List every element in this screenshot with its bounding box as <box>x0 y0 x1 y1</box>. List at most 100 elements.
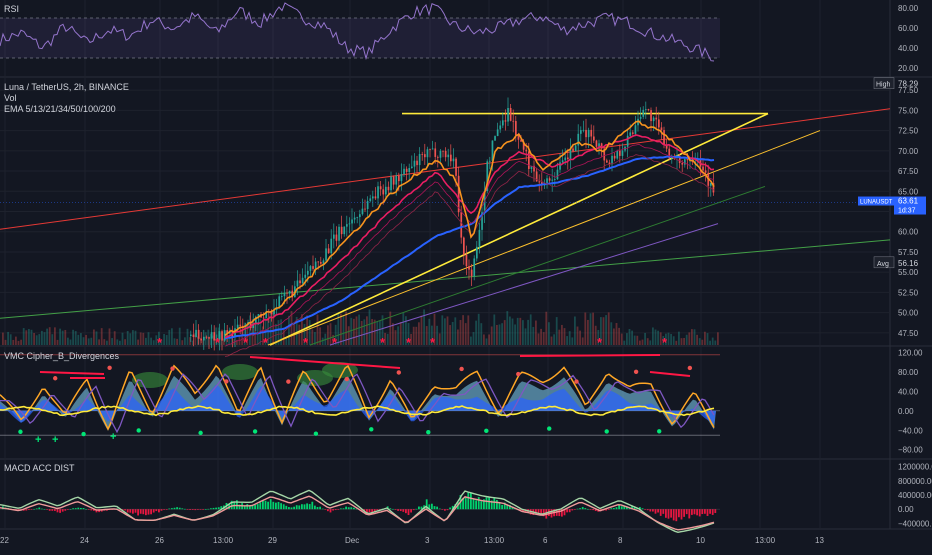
price-tick: 52.50 <box>898 288 919 297</box>
volume-bar <box>652 327 654 345</box>
macd-hist-bar <box>490 500 493 510</box>
price-tick: 70.00 <box>898 147 919 156</box>
signal-star: * <box>597 335 603 350</box>
volume-bar <box>69 339 72 345</box>
macd-hist-bar <box>691 509 693 515</box>
macd-hist-bar <box>418 506 420 510</box>
volume-bar <box>568 331 571 345</box>
volume-bar <box>522 320 524 345</box>
buy-signal: + <box>110 431 116 443</box>
divergence-line <box>39 371 105 375</box>
macd-hist-bar <box>618 504 620 510</box>
cross-dot <box>657 429 662 434</box>
macd-hist-bar <box>280 503 282 510</box>
candle-body <box>668 148 671 159</box>
rsi-tick: 60.00 <box>898 24 919 33</box>
volume-bar <box>22 328 25 345</box>
volume-bar <box>589 313 592 345</box>
volume-bar <box>366 316 368 345</box>
signal-star: * <box>215 335 221 350</box>
candle-body <box>465 254 468 267</box>
volume-bar <box>415 326 418 345</box>
volume-bar <box>605 315 607 345</box>
volume-bar <box>678 331 680 345</box>
volume-bar <box>706 333 709 345</box>
volume-bar <box>59 328 61 345</box>
symbol-title[interactable]: Luna / TetherUS, 2h, BINANCE <box>4 82 129 92</box>
candle-body <box>665 144 668 149</box>
vmc-tick: −40.00 <box>898 426 923 435</box>
price-tick: 65.00 <box>898 187 919 196</box>
macd-hist-bar <box>412 509 415 511</box>
rsi-label[interactable]: RSI <box>4 4 20 14</box>
candle-body <box>424 154 426 158</box>
macd-hist-bar <box>706 509 709 516</box>
vmc-label[interactable]: VMC Cipher_B_Divergences <box>4 351 120 361</box>
vmc-tick: −80.00 <box>898 446 923 455</box>
volume-bar <box>350 317 353 345</box>
macd-hist-bar <box>176 507 178 510</box>
volume-bar <box>711 337 714 345</box>
macd-hist-bar <box>329 509 332 513</box>
candle-body <box>486 161 489 191</box>
macd-label[interactable]: MACD ACC DIST <box>4 463 75 473</box>
volume-bar <box>340 313 342 345</box>
candle-body <box>710 183 712 186</box>
volume-bar <box>25 330 28 345</box>
candle-body <box>642 109 645 117</box>
candle-body <box>301 277 304 284</box>
macd-hist-bar <box>212 507 215 510</box>
volume-bar <box>93 329 95 345</box>
macd-hist-bar <box>350 507 353 510</box>
candle-body <box>473 258 476 277</box>
volume-bar <box>28 329 30 345</box>
cross-dot <box>313 431 319 436</box>
volume-bar <box>475 320 477 345</box>
volume-bar <box>373 319 376 345</box>
macd-signal-line <box>0 495 715 531</box>
volume-bar <box>74 331 77 345</box>
candle-body <box>208 337 210 339</box>
candle-body <box>351 219 353 224</box>
macd-hist-bar <box>173 507 176 510</box>
volume-bar <box>516 317 519 345</box>
volume-bar <box>672 336 675 345</box>
candle-body <box>338 226 340 241</box>
volume-bar <box>597 329 600 345</box>
volume-bar <box>402 312 405 345</box>
macd-hist-bar <box>25 509 28 511</box>
macd-hist-bar <box>592 509 594 511</box>
macd-hist-bar <box>85 508 87 510</box>
macd-hist-bar <box>35 508 38 510</box>
candle-body <box>587 129 590 138</box>
candle-body <box>359 214 361 218</box>
candle-body <box>439 150 442 158</box>
volume-bar <box>470 336 472 345</box>
macd-hist-bar <box>202 509 204 510</box>
candle-body <box>343 226 346 235</box>
volume-bar <box>342 316 345 345</box>
volume-bar <box>496 324 498 345</box>
candle-body <box>333 234 335 239</box>
macd-hist-bar <box>67 509 69 510</box>
candle-body <box>395 175 398 185</box>
volume-bar <box>646 338 649 345</box>
volume-bar <box>592 312 594 345</box>
time-axis-label: 8 <box>618 536 623 545</box>
macd-hist-bar <box>277 501 280 510</box>
macd-hist-bar <box>64 509 67 511</box>
candle-body <box>621 150 624 156</box>
support-line-yellow <box>269 112 769 346</box>
macd-hist-bar <box>267 501 269 510</box>
volume-bar <box>620 333 623 345</box>
volume-bar <box>555 317 558 345</box>
money-flow-blob <box>132 372 168 388</box>
volume-bar <box>43 332 46 345</box>
ema-label[interactable]: EMA 5/13/21/34/50/100/200 <box>4 104 116 114</box>
volume-bar <box>87 338 90 345</box>
volume-label[interactable]: Vol <box>4 93 17 103</box>
candle-body <box>520 139 522 142</box>
candle-body <box>364 208 366 210</box>
